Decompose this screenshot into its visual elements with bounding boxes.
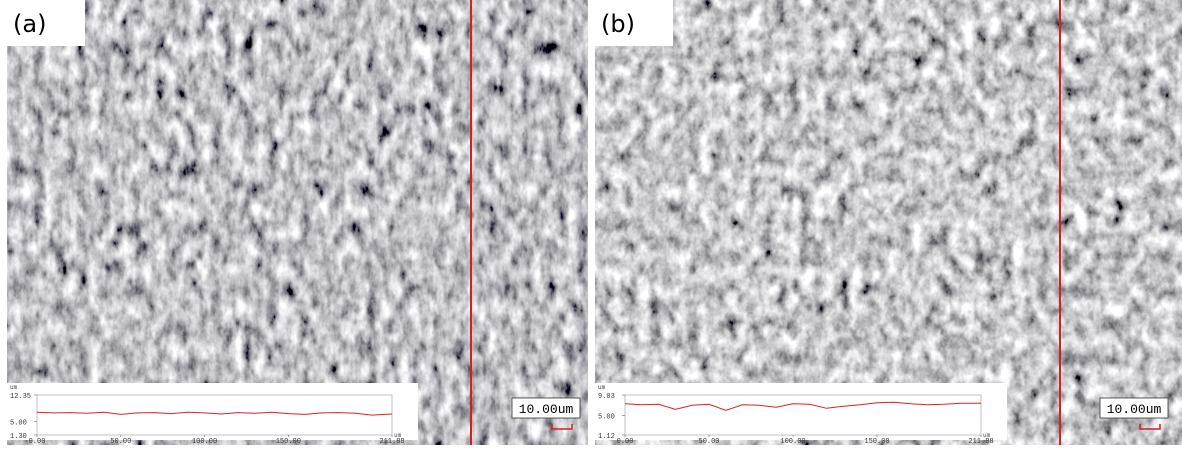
y-tick-label: 5.00 [10, 420, 27, 428]
y-tick-label: 5.00 [598, 413, 615, 421]
x-tick-label: 150.00 [276, 438, 301, 445]
x-tick-label: 211.88 [968, 438, 993, 445]
scale-label: 10.00um [1107, 402, 1162, 417]
x-tick-label: 211.88 [379, 438, 404, 445]
y-unit: um [10, 384, 18, 391]
scale-label: 10.00um [519, 402, 574, 417]
x-tick-label: 50.00 [110, 438, 131, 445]
profile-box [595, 383, 1007, 440]
profile-box [7, 383, 418, 440]
y-tick-label: 1.12 [598, 433, 615, 441]
figure: (a)10.00umumum12.355.001.300.0050.00100.… [0, 0, 1182, 445]
page: {"panels": [ {"label": "(a)", "scale_bar… [0, 0, 1182, 445]
x-tick-label: 50.00 [699, 438, 720, 445]
y-unit: um [598, 384, 606, 391]
y-tick-label: 9.03 [598, 393, 615, 401]
y-tick-label: 1.30 [10, 433, 27, 441]
panel-label: (a) [13, 10, 46, 38]
x-tick-label: 150.00 [864, 438, 889, 445]
x-tick-label: 100.00 [780, 438, 805, 445]
micrograph [7, 0, 588, 445]
micrograph [595, 0, 1182, 445]
x-tick-label: 0.00 [29, 438, 46, 445]
x-tick-label: 100.00 [192, 438, 217, 445]
y-tick-label: 12.35 [10, 393, 31, 401]
x-tick-label: 0.00 [617, 438, 634, 445]
panel-label: (b) [601, 10, 635, 38]
